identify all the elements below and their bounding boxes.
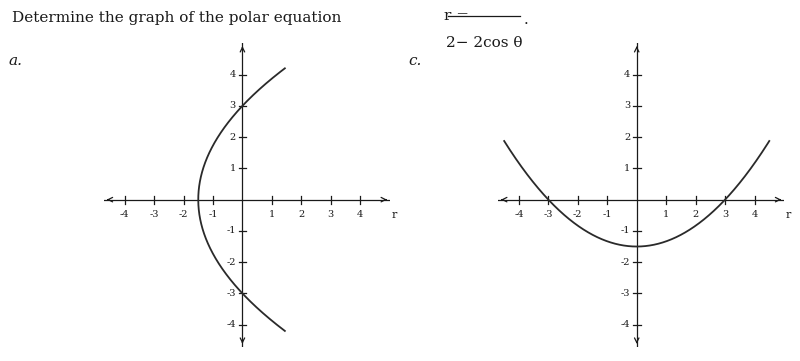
Text: -1: -1 — [208, 210, 218, 219]
Text: -2: -2 — [178, 210, 188, 219]
Text: 4: 4 — [751, 210, 758, 219]
Text: 1: 1 — [624, 164, 630, 173]
Text: -2: -2 — [573, 210, 582, 219]
Text: -4: -4 — [226, 320, 236, 329]
Text: -4: -4 — [621, 320, 630, 329]
Text: -1: -1 — [621, 226, 630, 235]
Text: -1: -1 — [226, 226, 236, 235]
Text: -3: -3 — [226, 289, 236, 298]
Text: -2: -2 — [226, 258, 236, 267]
Text: 3: 3 — [328, 210, 334, 219]
Text: Determine the graph of the polar equation: Determine the graph of the polar equatio… — [12, 11, 346, 25]
Text: 4: 4 — [357, 210, 363, 219]
Text: a.: a. — [8, 54, 22, 68]
Text: 3: 3 — [624, 101, 630, 110]
Text: -3: -3 — [544, 210, 553, 219]
Text: 2: 2 — [624, 132, 630, 142]
Text: r: r — [786, 210, 791, 219]
Text: 1: 1 — [663, 210, 670, 219]
Text: -1: -1 — [602, 210, 612, 219]
Text: 2: 2 — [298, 210, 305, 219]
Text: 1: 1 — [269, 210, 275, 219]
Text: 2− 2cos θ: 2− 2cos θ — [446, 36, 522, 50]
Text: 3: 3 — [230, 101, 236, 110]
Text: -4: -4 — [514, 210, 524, 219]
Text: 3: 3 — [722, 210, 728, 219]
Text: 4: 4 — [230, 70, 236, 79]
Text: c.: c. — [408, 54, 422, 68]
Text: -4: -4 — [120, 210, 130, 219]
Text: 2: 2 — [693, 210, 698, 219]
Text: .: . — [524, 13, 529, 27]
Text: -2: -2 — [621, 258, 630, 267]
Text: r: r — [391, 210, 397, 219]
Text: r =: r = — [444, 9, 469, 23]
Text: -3: -3 — [150, 210, 159, 219]
Text: 2: 2 — [230, 132, 236, 142]
Text: -3: -3 — [621, 289, 630, 298]
Text: 1: 1 — [230, 164, 236, 173]
Text: 4: 4 — [624, 70, 630, 79]
